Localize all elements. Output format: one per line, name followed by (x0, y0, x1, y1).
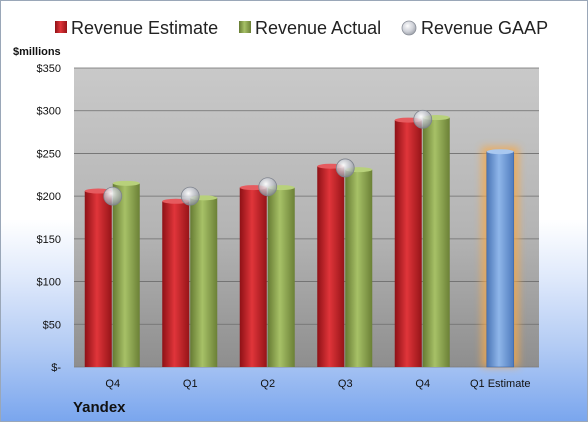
bar-q1-estimate[interactable] (486, 151, 515, 368)
plot-area (74, 68, 539, 367)
marker-revenue-gaap[interactable] (180, 186, 200, 206)
y-tick-label: $150 (37, 234, 61, 246)
x-axis-tick-labels: Q4 Q1 Q2 Q3 Q4 Q1 Estimate (105, 378, 530, 390)
bar-top-cap (486, 149, 514, 155)
x-tick-label: Q4 (105, 378, 120, 390)
x-tick-label: Q1 (183, 378, 198, 390)
y-tick-label: $350 (37, 63, 61, 75)
y-tick-label: $50 (43, 319, 61, 331)
legend-item-revenue-gaap[interactable]: Revenue GAAP (401, 18, 548, 38)
marker-revenue-gaap[interactable] (103, 186, 123, 206)
y-axis-tick-labels: $- $50 $100 $150 $200 $250 $300 $350 (37, 63, 62, 374)
y-tick-label: $200 (37, 191, 61, 203)
bar-revenue-actual[interactable] (345, 169, 373, 367)
legend-label-revenue-estimate: Revenue Estimate (71, 18, 218, 38)
marker-revenue-gaap[interactable] (335, 158, 355, 178)
bars (84, 109, 519, 368)
legend-item-revenue-actual[interactable]: Revenue Actual (239, 18, 381, 38)
legend: Revenue Estimate Revenue Actual Revenue … (55, 18, 548, 38)
x-tick-label: Q2 (260, 378, 275, 390)
company-name: Yandex (73, 399, 126, 416)
bar-top-cap (112, 180, 140, 186)
marker-revenue-gaap[interactable] (413, 109, 433, 129)
y-tick-label: $100 (37, 277, 61, 289)
bar-revenue-estimate[interactable] (317, 166, 345, 367)
bar-revenue-actual[interactable] (422, 117, 450, 367)
units-label: $millions (13, 46, 61, 58)
y-tick-label: $- (51, 362, 61, 374)
legend-swatch-revenue-actual (239, 21, 251, 33)
marker-revenue-gaap[interactable] (258, 177, 278, 197)
bar-revenue-estimate[interactable] (394, 120, 422, 368)
x-tick-label: Q3 (338, 378, 353, 390)
bar-revenue-actual[interactable] (112, 183, 140, 367)
bar-revenue-estimate[interactable] (84, 191, 112, 367)
y-tick-label: $250 (37, 148, 61, 160)
bar-revenue-estimate[interactable] (162, 201, 190, 367)
gridlines (74, 67, 539, 368)
legend-label-revenue-actual: Revenue Actual (255, 18, 381, 38)
legend-marker-revenue-gaap (401, 20, 417, 36)
bar-revenue-actual[interactable] (190, 197, 218, 367)
y-tick-label: $300 (37, 106, 61, 118)
legend-item-revenue-estimate[interactable]: Revenue Estimate (55, 18, 218, 38)
bar-revenue-estimate[interactable] (239, 187, 267, 367)
bar-revenue-actual[interactable] (267, 187, 295, 367)
x-tick-label: Q4 (415, 378, 430, 390)
legend-swatch-revenue-estimate (55, 21, 67, 33)
legend-label-revenue-gaap: Revenue GAAP (421, 18, 548, 38)
x-tick-label: Q1 Estimate (470, 378, 531, 390)
